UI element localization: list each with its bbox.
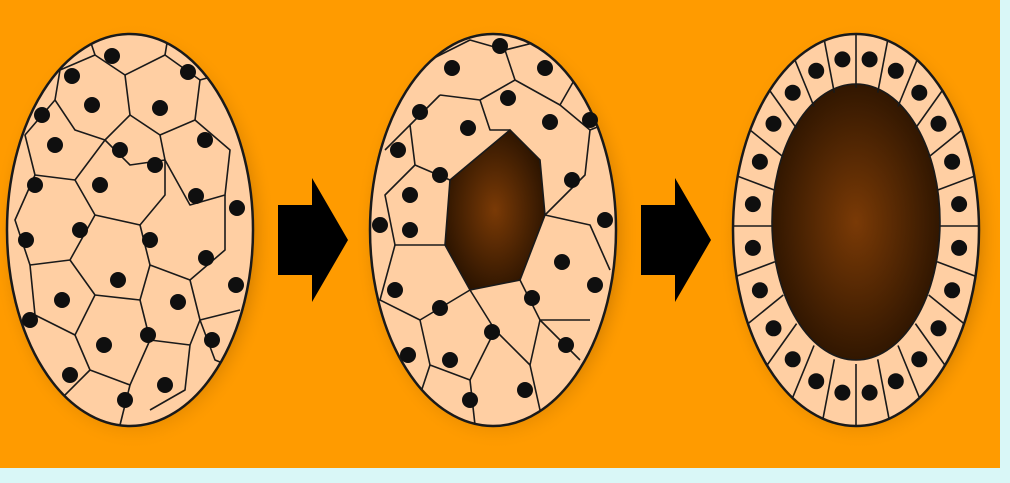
nucleus: [861, 51, 878, 68]
stage-hollow-sphere: [731, 32, 981, 428]
nuclei: [18, 48, 245, 408]
arrow-stage-1-to-2: [278, 178, 348, 302]
lumen: [444, 128, 546, 291]
stage-partial-lumen: [368, 32, 618, 428]
cavitation-diagram: [0, 0, 1000, 468]
nucleus: [744, 239, 761, 256]
nucleus: [751, 153, 768, 170]
nucleus: [944, 282, 961, 299]
nucleus: [808, 373, 825, 390]
cell-boundary: [914, 84, 948, 129]
cell-boundary: [936, 173, 979, 192]
nucleus: [834, 384, 851, 401]
nucleus: [784, 84, 801, 101]
cell-boundary: [791, 52, 815, 107]
cell-boundary: [744, 125, 784, 158]
cell-boundary: [822, 359, 836, 420]
nucleus: [765, 320, 782, 337]
nucleus: [861, 384, 878, 401]
cell-walls: [733, 34, 979, 426]
nucleus: [834, 51, 851, 68]
nucleus: [930, 320, 947, 337]
cell-boundary: [936, 260, 979, 279]
arrow-stage-2-to-3: [641, 178, 711, 302]
cell-boundary: [791, 345, 815, 400]
nucleus: [808, 62, 825, 79]
nucleus: [765, 115, 782, 132]
nucleus: [887, 373, 904, 390]
nucleus: [951, 196, 968, 213]
cell-boundary: [914, 323, 948, 368]
cell-boundary: [928, 125, 968, 158]
nucleus: [911, 84, 928, 101]
cell-boundary: [764, 84, 798, 129]
nucleus: [951, 239, 968, 256]
nucleus: [751, 282, 768, 299]
cell-walls: [379, 39, 616, 426]
cell-boundary: [733, 173, 776, 192]
diagram-panel: [0, 0, 1000, 468]
cell-boundary: [897, 52, 921, 107]
cell-boundary: [733, 260, 776, 279]
cell-boundary: [897, 345, 921, 400]
nucleus: [930, 115, 947, 132]
cell-boundary: [764, 323, 798, 368]
nuclei: [372, 38, 613, 408]
cell-boundary: [744, 294, 784, 327]
nucleus: [784, 351, 801, 368]
cell-boundary: [876, 359, 890, 420]
stage-solid-mass: [5, 32, 255, 428]
lumen: [771, 83, 941, 361]
nuclei: [744, 51, 968, 401]
cell-boundary: [876, 34, 890, 93]
nucleus: [744, 196, 761, 213]
nucleus: [887, 62, 904, 79]
nucleus: [911, 351, 928, 368]
cell-boundary: [928, 294, 968, 327]
cell-boundary: [822, 34, 836, 93]
nucleus: [944, 153, 961, 170]
